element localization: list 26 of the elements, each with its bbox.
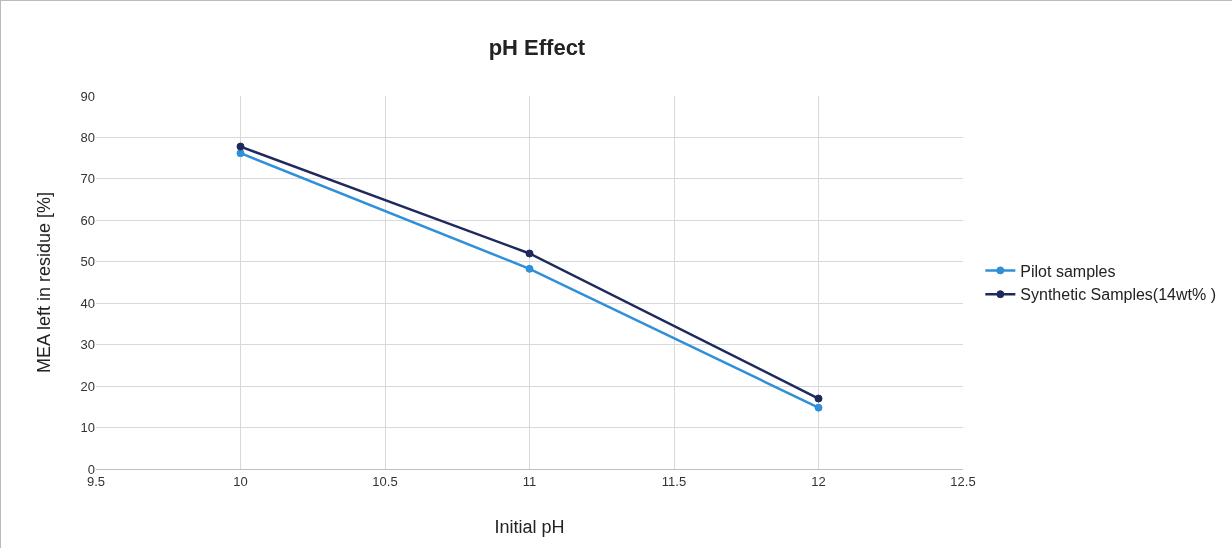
point [236,149,245,158]
point [814,394,823,403]
y-tick-label: 20 [80,378,95,394]
point [236,142,245,151]
legend-label: Synthetic Samples(14wt% ) [1020,286,1216,304]
y-tick-label: 70 [80,171,95,187]
x-tick-label: 11 [522,473,537,489]
point [814,403,823,412]
x-tick-label: 12.5 [950,473,976,489]
x-tick-label: 10.5 [372,473,398,489]
y-tick-label: 90 [80,88,95,104]
y-tick-label: 50 [80,254,95,270]
y-tick-label: 60 [80,212,95,228]
point [525,264,534,273]
x-tick-label: 11.5 [661,473,687,489]
y-tick-label: 10 [80,420,95,436]
legend-label: Pilot samples [1020,262,1116,280]
y-tick-label: 80 [80,129,95,145]
y-tick-label: 40 [80,295,95,311]
y-axis-title: MEA left in residue [%] [34,191,54,374]
x-tick-label: 10 [233,473,248,489]
y-tick-label: 30 [80,337,95,353]
chart-title: pH Effect [488,34,586,60]
point [525,249,534,258]
x-tick-label: 12 [811,473,826,489]
x-axis-title: Initial pH [494,517,565,537]
